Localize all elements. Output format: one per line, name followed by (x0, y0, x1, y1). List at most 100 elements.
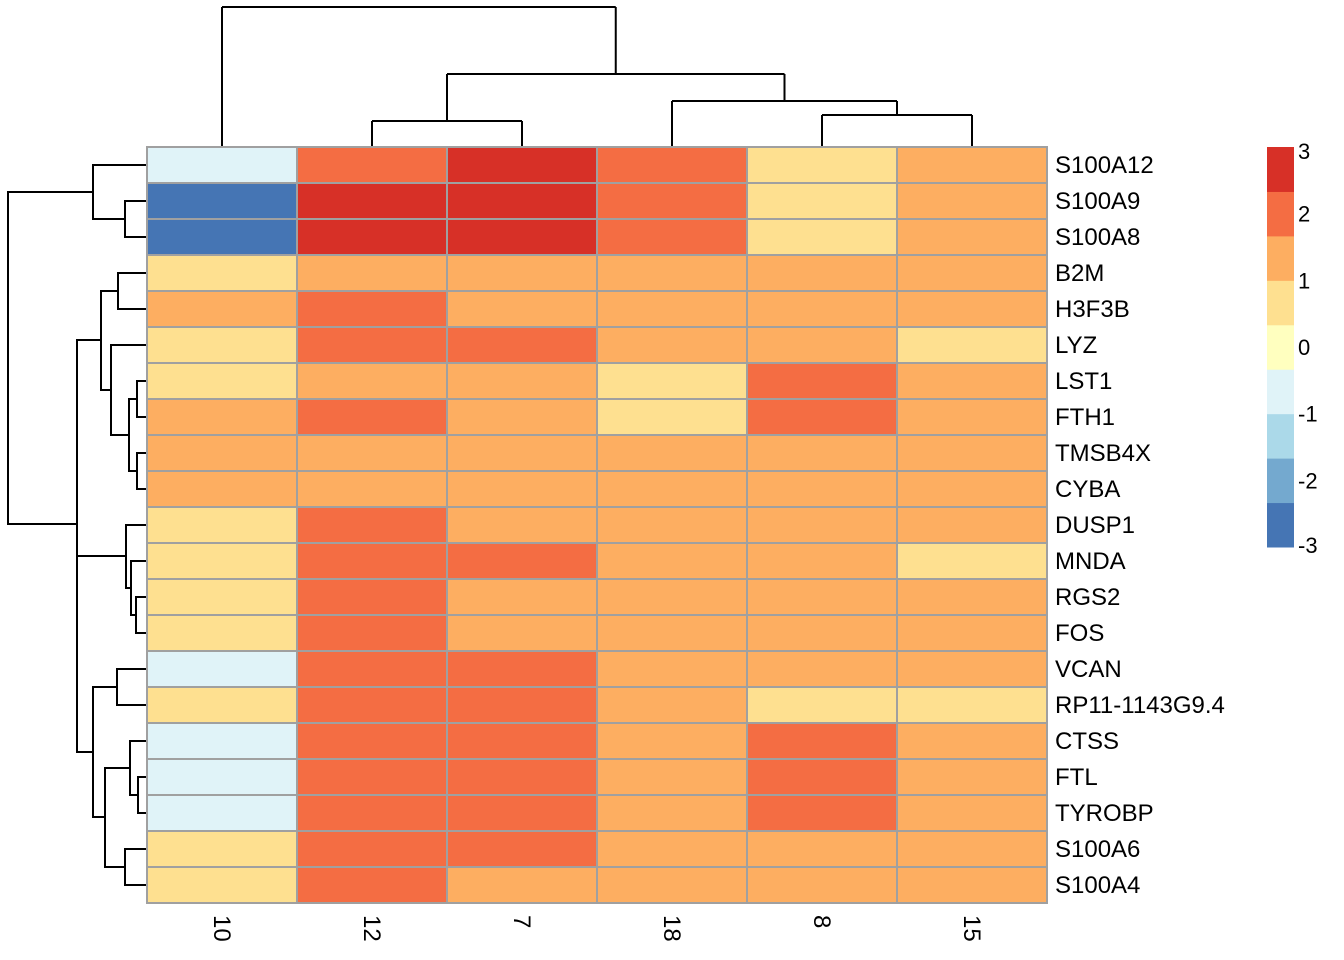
row-label: H3F3B (1055, 296, 1130, 323)
column-label: 18 (658, 915, 685, 942)
heatmap-cell (146, 218, 298, 256)
row-dendrogram-branch (76, 339, 101, 654)
heatmap-cell (896, 758, 1048, 796)
heatmap-cell (896, 362, 1048, 400)
row-label: RP11-1143G9.4 (1055, 692, 1225, 719)
heatmap-cell (296, 326, 448, 364)
row-dendrogram-branch (137, 776, 147, 814)
heatmap-cell (146, 146, 298, 184)
heatmap-cell (146, 578, 298, 616)
legend-swatch (1267, 235, 1294, 281)
heatmap-cell (896, 614, 1048, 652)
heatmap-cell (746, 578, 898, 616)
heatmap-cell (296, 146, 448, 184)
heatmap-cell (296, 506, 448, 544)
heatmap-cells (146, 146, 1048, 904)
row-dendrogram-branch (136, 380, 147, 418)
row-dendrogram-branch (125, 524, 147, 589)
row-label: MNDA (1055, 548, 1126, 575)
heatmap-cell (446, 686, 598, 724)
heatmap-cell (296, 542, 448, 580)
heatmap-cell (296, 722, 448, 760)
heatmap-cell (746, 866, 898, 904)
heatmap-cell (896, 794, 1048, 832)
heatmap-cell (146, 506, 298, 544)
heatmap-cell (296, 830, 448, 868)
heatmap-cell (146, 182, 298, 220)
heatmap-cell (296, 218, 448, 256)
heatmap-cell (146, 722, 298, 760)
heatmap-cell (146, 470, 298, 508)
row-label: CTSS (1055, 728, 1119, 755)
heatmap-cell (746, 506, 898, 544)
heatmap-cell (146, 758, 298, 796)
heatmap-cell (446, 470, 598, 508)
heatmap-cell (296, 578, 448, 616)
heatmap-cell (596, 146, 748, 184)
heatmap-cell (296, 290, 448, 328)
column-labels: 10 12 7 18 8 15 (208, 915, 985, 942)
row-label: S100A6 (1055, 836, 1140, 863)
heatmap-cell (746, 470, 898, 508)
heatmap-cell (596, 254, 748, 292)
heatmap-cell (446, 146, 598, 184)
heatmap-cell (596, 470, 748, 508)
heatmap-cell (596, 362, 748, 400)
heatmap-cell (596, 830, 748, 868)
legend-tick-label: -3 (1298, 533, 1318, 558)
heatmap-cell (746, 650, 898, 688)
row-dendrogram-branch (124, 200, 147, 238)
heatmap-cell (446, 290, 598, 328)
heatmap-cell (896, 686, 1048, 724)
row-dendrogram-branch (117, 272, 147, 310)
heatmap-cell (746, 758, 898, 796)
column-label: 7 (508, 915, 535, 928)
row-label: B2M (1055, 260, 1104, 287)
heatmap-cell (596, 398, 748, 436)
heatmap-cell (596, 182, 748, 220)
heatmap-cell (746, 434, 898, 472)
row-dendrogram-branch (76, 555, 126, 753)
heatmap-cell (446, 434, 598, 472)
heatmap-cell (596, 650, 748, 688)
heatmap-cell (596, 794, 748, 832)
heatmap-cell (746, 830, 898, 868)
row-label: S100A12 (1055, 152, 1154, 179)
row-labels: S100A12 S100A9 S100A8 B2M H3F3B LYZ LST1 FTH1 TM… (1055, 152, 1225, 899)
row-label: FOS (1055, 620, 1104, 647)
heatmap-cell (446, 506, 598, 544)
heatmap-cell (746, 794, 898, 832)
color-legend: 3 2 1 0 -1 -2 -3 (1267, 139, 1318, 558)
legend-swatch (1267, 413, 1294, 459)
heatmap-cell (596, 866, 748, 904)
heatmap-cell (296, 398, 448, 436)
heatmap-cell (896, 218, 1048, 256)
heatmap-cell (746, 254, 898, 292)
heatmap-cell (896, 722, 1048, 760)
heatmap-cell (146, 326, 298, 364)
heatmap-cell (596, 758, 748, 796)
heatmap-cell (296, 254, 448, 292)
column-label: 12 (358, 915, 385, 942)
row-label: S100A8 (1055, 224, 1140, 251)
heatmap-cell (896, 290, 1048, 328)
heatmap-cell (296, 470, 448, 508)
row-dendrogram-branch (104, 767, 130, 868)
row-label: LST1 (1055, 368, 1112, 395)
heatmap-cell (746, 722, 898, 760)
heatmap-cell (296, 758, 448, 796)
heatmap-cell (296, 362, 448, 400)
legend-swatch (1267, 280, 1294, 326)
heatmap-cell (896, 398, 1048, 436)
row-dendrogram-branch (100, 290, 118, 391)
heatmap-cell (446, 398, 598, 436)
heatmap-cell (896, 866, 1048, 904)
heatmap-cell (146, 398, 298, 436)
heatmap-cell (146, 254, 298, 292)
heatmap-cell (596, 722, 748, 760)
heatmap-cell (446, 866, 598, 904)
row-label: S100A4 (1055, 872, 1140, 899)
heatmap-cell (446, 578, 598, 616)
heatmap-cell (146, 434, 298, 472)
